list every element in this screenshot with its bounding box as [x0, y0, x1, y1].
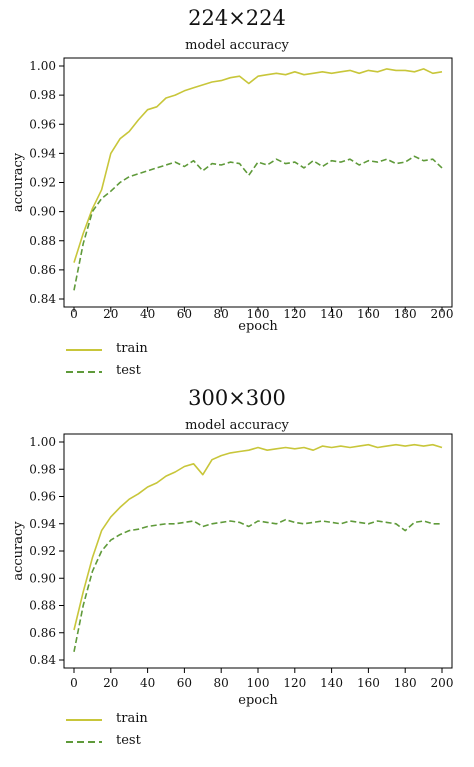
y-tick-label: 0.86	[29, 626, 56, 640]
x-tick-label: 20	[103, 307, 118, 321]
x-tick-label: 140	[320, 307, 343, 321]
x-tick-label: 160	[357, 307, 380, 321]
x-tick-label: 60	[177, 307, 192, 321]
x-tick-label: 0	[70, 676, 78, 690]
y-tick-label: 0.96	[29, 117, 56, 131]
x-axis-label: epoch	[238, 693, 278, 708]
x-tick-label: 200	[431, 307, 454, 321]
y-tick-label: 0.96	[29, 490, 56, 504]
x-tick-label: 100	[247, 676, 270, 690]
x-tick-label: 100	[247, 307, 270, 321]
x-axis-label: epoch	[238, 319, 278, 334]
chart-heading: 300×300	[188, 386, 286, 410]
y-tick-label: 0.92	[29, 544, 56, 558]
y-tick-label: 0.84	[29, 653, 56, 667]
series-line-train	[73, 68, 443, 263]
x-tick-label: 140	[320, 676, 343, 690]
x-tick-label: 120	[283, 307, 306, 321]
x-tick-label: 180	[394, 307, 417, 321]
y-tick-label: 1.00	[29, 59, 56, 73]
legend-label-test: test	[116, 733, 141, 748]
y-axis-label: accuracy	[11, 521, 26, 581]
y-tick-label: 0.90	[29, 571, 56, 585]
legend-swatch-test	[66, 371, 102, 373]
chart-heading: 224×224	[188, 6, 286, 30]
series-line-test	[73, 518, 442, 652]
x-tick-label: 160	[357, 676, 380, 690]
y-tick-label: 0.88	[29, 234, 56, 248]
y-axis-label: accuracy	[11, 152, 26, 212]
y-tick-label: 0.90	[29, 205, 56, 219]
legend-swatch-test	[66, 741, 102, 743]
x-tick-label: 0	[70, 307, 78, 321]
plot-frame	[63, 57, 453, 308]
legend-swatch-train	[66, 349, 102, 351]
y-tick-label: 0.94	[29, 517, 56, 531]
chart-title: model accuracy	[185, 418, 289, 433]
series-line-train	[73, 443, 443, 631]
y-tick-label: 0.84	[29, 292, 56, 306]
x-tick-label: 180	[394, 676, 417, 690]
x-tick-label: 40	[140, 307, 155, 321]
line-chart: 0.84 0.86 0.88 0.90 0.92 0.94 0.96 0.98 1.00 0 20 4…	[11, 57, 454, 334]
plot-frame	[63, 433, 453, 669]
x-tick-label: 120	[283, 676, 306, 690]
x-tick-label: 60	[177, 676, 192, 690]
chart-title: model accuracy	[185, 38, 289, 53]
x-tick-label: 40	[140, 676, 155, 690]
legend-label-train: train	[116, 711, 148, 726]
y-tick-label: 1.00	[29, 435, 56, 449]
series-line-test	[73, 155, 443, 291]
y-tick-label: 0.94	[29, 146, 56, 160]
legend-swatch-train	[66, 719, 102, 721]
y-tick-label: 0.98	[29, 88, 56, 102]
line-chart: 0.84 0.86 0.88 0.90 0.92 0.94 0.96 0.98 1.00 0 20 4…	[11, 433, 454, 708]
y-tick-label: 0.92	[29, 176, 56, 190]
x-tick-label: 80	[214, 676, 229, 690]
y-tick-label: 0.86	[29, 263, 56, 277]
x-tick-label: 20	[103, 676, 118, 690]
legend-label-test: test	[116, 363, 141, 378]
x-tick-label: 200	[431, 676, 454, 690]
x-tick-label: 80	[214, 307, 229, 321]
legend-label-train: train	[116, 341, 148, 356]
y-tick-label: 0.98	[29, 462, 56, 476]
y-tick-label: 0.88	[29, 599, 56, 613]
